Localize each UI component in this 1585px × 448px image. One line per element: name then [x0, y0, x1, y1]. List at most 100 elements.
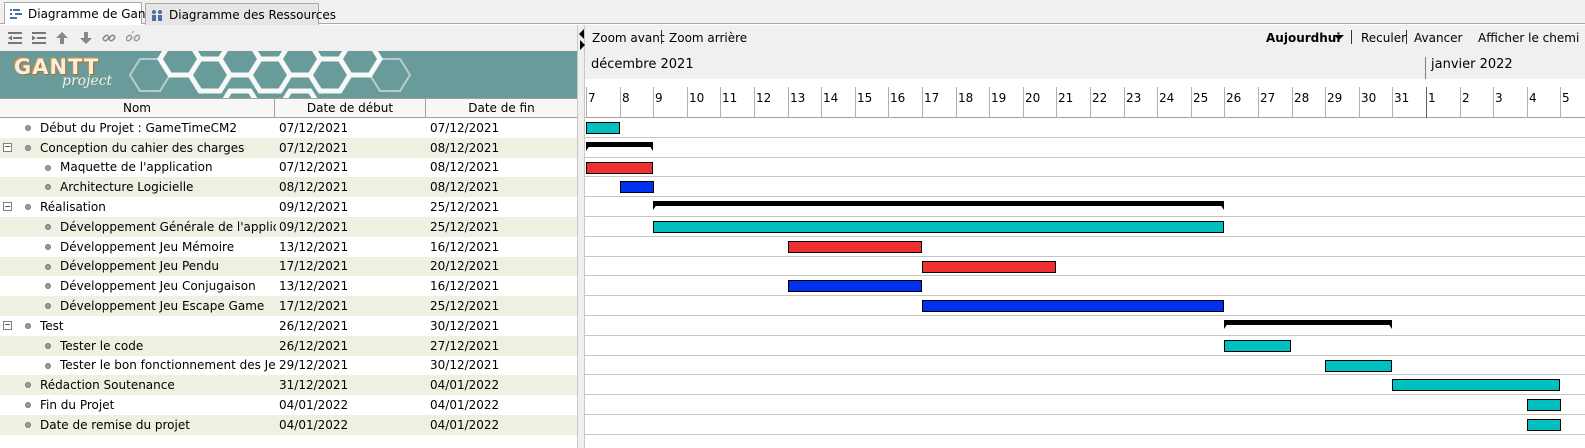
task-row[interactable]: Fin du Projet 04/01/2022 04/01/2022 [0, 395, 577, 415]
tab-gantt-chart[interactable]: Diagramme de Gantt [4, 2, 155, 24]
column-header-start[interactable]: Date de début [275, 99, 426, 117]
collapse-toggle-icon[interactable]: − [3, 201, 12, 212]
zoom-out-link[interactable]: Zoom arrière [669, 31, 748, 45]
task-start-date[interactable]: 26/12/2021 [279, 318, 349, 333]
summary-task-bar[interactable] [653, 201, 1224, 213]
task-bar[interactable] [653, 220, 1224, 233]
task-start-date[interactable]: 09/12/2021 [279, 219, 349, 234]
task-end-date[interactable]: 30/12/2021 [430, 318, 500, 333]
task-name[interactable]: Maquette de l'application [60, 160, 213, 175]
task-end-date[interactable]: 25/12/2021 [430, 299, 500, 314]
column-header-name[interactable]: Nom [0, 99, 275, 117]
today-dropdown[interactable]: Aujourdhui [1266, 31, 1341, 45]
task-row[interactable]: − Réalisation 09/12/2021 25/12/2021 [0, 197, 577, 217]
task-start-date[interactable]: 13/12/2021 [279, 239, 349, 254]
task-start-date[interactable]: 17/12/2021 [279, 299, 349, 314]
outdent-icon[interactable] [6, 29, 24, 47]
task-row[interactable]: Tester le bon fonctionnement des Jeux 29/… [0, 356, 577, 376]
task-start-date[interactable]: 07/12/2021 [279, 140, 349, 155]
task-bar[interactable] [922, 260, 1056, 273]
task-start-date[interactable]: 26/12/2021 [279, 338, 349, 353]
task-bar[interactable] [788, 280, 922, 293]
task-bar[interactable] [788, 240, 922, 253]
collapse-toggle-icon[interactable]: − [3, 320, 12, 330]
column-header-end[interactable]: Date de fin [468, 101, 535, 115]
task-row[interactable]: − Conception du cahier des charges 07/12/2… [0, 137, 577, 158]
task-name[interactable]: Développement Jeu Pendu [60, 259, 219, 274]
collapse-right-arrow-icon[interactable] [580, 40, 585, 50]
task-start-date[interactable]: 07/12/2021 [279, 120, 349, 135]
chevron-down-icon[interactable] [1334, 31, 1344, 45]
task-bar[interactable] [586, 122, 620, 134]
task-row[interactable]: Développement Générale de l'application0… [0, 216, 577, 237]
forward-link[interactable]: Avancer [1414, 31, 1463, 45]
task-name[interactable]: Développement Jeu Conjugaison [60, 279, 256, 294]
task-row[interactable]: Maquette de l'application 07/12/2021 08/12… [0, 158, 577, 178]
task-row[interactable]: Tester le code 26/12/2021 27/12/2021 [0, 335, 577, 356]
task-end-date[interactable]: 04/01/2022 [430, 417, 500, 432]
task-row[interactable]: Développement Jeu Mémoire 13/12/2021 16/12… [0, 237, 577, 257]
collapse-toggle-icon[interactable]: − [3, 142, 12, 152]
task-bar[interactable] [922, 300, 1224, 313]
task-end-date[interactable]: 04/01/2022 [430, 398, 500, 413]
task-start-date[interactable]: 29/12/2021 [279, 358, 349, 373]
task-row[interactable]: − Test 26/12/2021 30/12/2021 [0, 316, 577, 336]
show-critical-path-link[interactable]: Afficher le chemi [1478, 31, 1580, 45]
summary-task-bar[interactable] [586, 141, 653, 154]
task-end-date[interactable]: 08/12/2021 [430, 180, 500, 195]
move-up-icon[interactable] [53, 29, 71, 47]
task-row[interactable]: Date de remise du projet 04/01/2022 04/01/… [0, 414, 577, 435]
task-start-date[interactable]: 04/01/2022 [279, 417, 349, 432]
task-end-date[interactable]: 16/12/2021 [430, 239, 500, 254]
task-end-date[interactable]: 08/12/2021 [430, 160, 500, 175]
task-bar[interactable] [1325, 359, 1392, 372]
link-icon[interactable] [100, 29, 118, 47]
task-bar[interactable] [1527, 418, 1561, 431]
move-down-icon[interactable] [77, 29, 95, 47]
task-row[interactable]: Développement Jeu Pendu 17/12/2021 20/12/2… [0, 256, 577, 277]
tab-resources-chart[interactable]: Diagramme des Ressources [145, 3, 336, 25]
task-end-date[interactable]: 30/12/2021 [430, 358, 500, 373]
task-start-date[interactable]: 07/12/2021 [279, 160, 349, 175]
task-name[interactable]: Test [40, 318, 64, 333]
task-end-date[interactable]: 25/12/2021 [430, 219, 500, 234]
zoom-in-link[interactable]: Zoom avant [592, 31, 665, 45]
task-name[interactable]: Début du Projet : GameTimeCM2 [40, 120, 237, 135]
task-name[interactable]: Développement Jeu Escape Game [60, 299, 265, 314]
task-row[interactable]: Développement Jeu Escape Game 17/12/2021 2… [0, 296, 577, 316]
task-name[interactable]: Développement Jeu Mémoire [60, 239, 235, 254]
task-end-date[interactable]: 16/12/2021 [430, 279, 500, 294]
task-row[interactable]: Développement Jeu Conjugaison 13/12/2021 1… [0, 276, 577, 296]
task-name[interactable]: Architecture Logicielle [60, 180, 194, 195]
task-name[interactable]: Tester le bon fonctionnement des Jeux [60, 358, 276, 373]
task-name[interactable]: Fin du Projet [40, 398, 115, 413]
task-name[interactable]: Date de remise du projet [40, 417, 190, 432]
task-name[interactable]: Réalisation [40, 200, 106, 215]
panel-splitter[interactable] [577, 25, 585, 448]
task-bar[interactable] [1527, 399, 1561, 412]
task-name[interactable]: Rédaction Soutenance [40, 378, 175, 393]
task-start-date[interactable]: 31/12/2021 [279, 378, 349, 393]
collapse-left-arrow-icon[interactable] [579, 29, 584, 39]
task-name[interactable]: Conception du cahier des charges [40, 140, 245, 155]
task-end-date[interactable]: 07/12/2021 [430, 120, 500, 135]
task-name[interactable]: Tester le code [60, 338, 144, 353]
task-row[interactable]: Architecture Logicielle 08/12/2021 08/12/2… [0, 177, 577, 198]
task-name[interactable]: Développement Générale de l'application [60, 219, 276, 234]
task-end-date[interactable]: 08/12/2021 [430, 140, 500, 155]
task-start-date[interactable]: 13/12/2021 [279, 279, 349, 294]
task-start-date[interactable]: 04/01/2022 [279, 398, 349, 413]
task-row[interactable]: Rédaction Soutenance 31/12/2021 04/01/2022 [0, 375, 577, 396]
task-end-date[interactable]: 27/12/2021 [430, 338, 500, 353]
task-end-date[interactable]: 04/01/2022 [430, 378, 500, 393]
task-start-date[interactable]: 09/12/2021 [279, 200, 349, 215]
task-start-date[interactable]: 17/12/2021 [279, 259, 349, 274]
indent-icon[interactable] [30, 29, 48, 47]
back-link[interactable]: Reculer [1361, 31, 1407, 45]
task-bar[interactable] [586, 161, 653, 174]
unlink-icon[interactable] [124, 29, 142, 47]
summary-task-bar[interactable] [1224, 319, 1392, 332]
task-bar[interactable] [1224, 339, 1291, 352]
task-end-date[interactable]: 25/12/2021 [430, 200, 500, 215]
task-end-date[interactable]: 20/12/2021 [430, 259, 500, 274]
